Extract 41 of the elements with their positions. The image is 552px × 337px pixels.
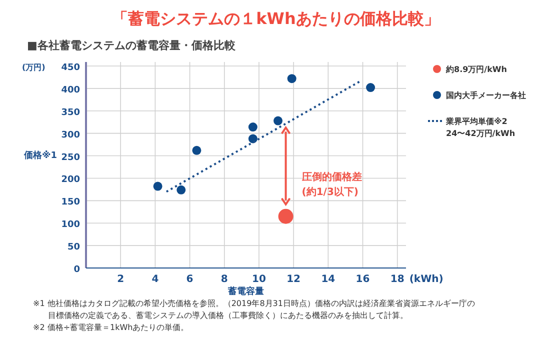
legend-label: 業界平均単価※2 24〜42万円/kWh — [445, 117, 516, 138]
y-tick-label: 400 — [61, 85, 80, 96]
x-tick-label: 4 — [152, 274, 159, 285]
legend-label: 国内大手メーカー各社 — [446, 91, 526, 100]
text: ※2 価格÷蓄電容量＝1kWhあたりの単価。 — [33, 323, 189, 332]
y-tick-label: 200 — [61, 175, 80, 186]
point — [287, 74, 296, 84]
x-tick-label: 8 — [220, 274, 228, 285]
y-tick-label: 250 — [61, 152, 80, 163]
x-tick-label: 14 — [321, 274, 336, 285]
x-tick-label: 18 — [390, 274, 404, 285]
y-tick-label: 50 — [67, 242, 80, 253]
x-tick-label: 10 — [252, 274, 266, 285]
x-tick-label: 2 — [117, 274, 124, 285]
chart-subtitle: ■各社蓄電システムの蓄電容量・価格比較 — [27, 39, 236, 52]
point — [248, 122, 258, 132]
point — [192, 146, 202, 155]
text: (kWh) — [409, 274, 444, 285]
annotation: 圧倒的価格差 (約1/3以下) — [300, 171, 362, 198]
chart-title: 「蓄電システムの１kWhあたりの価格比較」 — [112, 9, 440, 28]
x-tick-label: 6 — [186, 274, 194, 285]
y-tick-label: 100 — [61, 220, 80, 230]
y-tick-label: 300 — [61, 130, 80, 140]
y-tick-label: 450 — [61, 63, 80, 73]
y-tick-label: 150 — [61, 198, 80, 208]
point — [278, 208, 294, 224]
point — [366, 83, 376, 92]
point — [274, 116, 282, 126]
y-axis-title: 価格※1 — [23, 150, 58, 161]
x-tick-label: 16 — [356, 274, 370, 285]
x-axis-title: 蓄電容量 — [227, 286, 264, 297]
point — [153, 182, 162, 191]
point — [176, 185, 186, 194]
text: ※1 他社価格はカタログ記載の希望小売価格を参照。（2019年8月31日時点）価格の内訳は経済産業省資源エネルギー庁の — [33, 299, 475, 308]
text: 目標価格の定義である、蓄電システムの導入価格（工事費除く）にあたる機器のみを抽出して計算。 — [48, 311, 408, 320]
legend-label: 約8.9万円/kWh — [445, 65, 508, 74]
text: (万円) — [22, 63, 46, 72]
y-tick-label: 350 — [61, 108, 80, 118]
x-tick-label: 12 — [286, 274, 301, 285]
y-tick-label: 0 — [74, 265, 80, 275]
point — [248, 134, 258, 144]
